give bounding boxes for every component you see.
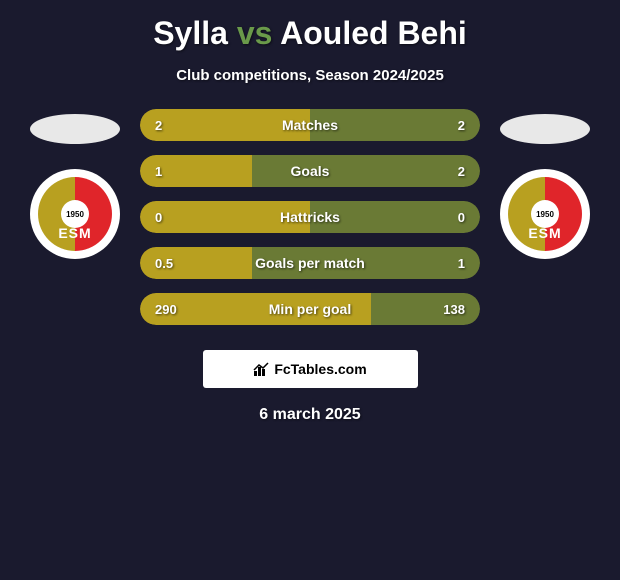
right-ellipse [500,114,590,144]
bar-label: Goals per match [255,255,365,271]
badge-letters: ESM [58,225,91,241]
bar-label: Min per goal [269,301,351,317]
bar-left-value: 2 [155,118,162,133]
bar-right-value: 2 [458,118,465,133]
left-team-badge: 1950 ESM [30,169,120,259]
bar-left-value: 0.5 [155,256,173,271]
bar-left-value: 1 [155,164,162,179]
page-title: Sylla vs Aouled Behi [0,0,620,52]
right-side-column: 1950 ESM [500,109,590,259]
stat-bar-row: 290 138 Min per goal [140,293,480,325]
chart-icon [253,361,269,377]
date-label: 6 march 2025 [0,406,620,424]
stat-bar-row: 0 0 Hattricks [140,201,480,233]
title-vs: vs [237,15,273,51]
bar-right-value: 138 [443,302,465,317]
bar-left-value: 290 [155,302,177,317]
bar-right-segment [252,155,480,187]
title-player1: Sylla [153,15,237,51]
bar-right-value: 0 [458,210,465,225]
title-player2: Aouled Behi [272,15,466,51]
badge-year: 1950 [61,200,89,228]
comparison-content: 1950 ESM 2 2 Matches 1 2 Goals 0 0 Hattricks 0.5 1… [0,109,620,325]
bar-label: Matches [282,117,338,133]
fctables-label: FcTables.com [274,361,366,377]
stat-bar-row: 1 2 Goals [140,155,480,187]
stat-bars: 2 2 Matches 1 2 Goals 0 0 Hattricks 0.5 1 Goals per… [140,109,480,325]
fctables-attribution: FcTables.com [203,350,418,388]
subtitle: Club competitions, Season 2024/2025 [0,67,620,84]
badge-letters: ESM [528,225,561,241]
bar-left-value: 0 [155,210,162,225]
left-ellipse [30,114,120,144]
bar-label: Hattricks [280,209,340,225]
badge-inner: 1950 ESM [508,177,582,251]
right-team-badge: 1950 ESM [500,169,590,259]
stat-bar-row: 2 2 Matches [140,109,480,141]
stat-bar-row: 0.5 1 Goals per match [140,247,480,279]
bar-right-value: 1 [458,256,465,271]
left-side-column: 1950 ESM [30,109,120,259]
bar-right-value: 2 [458,164,465,179]
badge-inner: 1950 ESM [38,177,112,251]
badge-year: 1950 [531,200,559,228]
bar-label: Goals [291,163,330,179]
